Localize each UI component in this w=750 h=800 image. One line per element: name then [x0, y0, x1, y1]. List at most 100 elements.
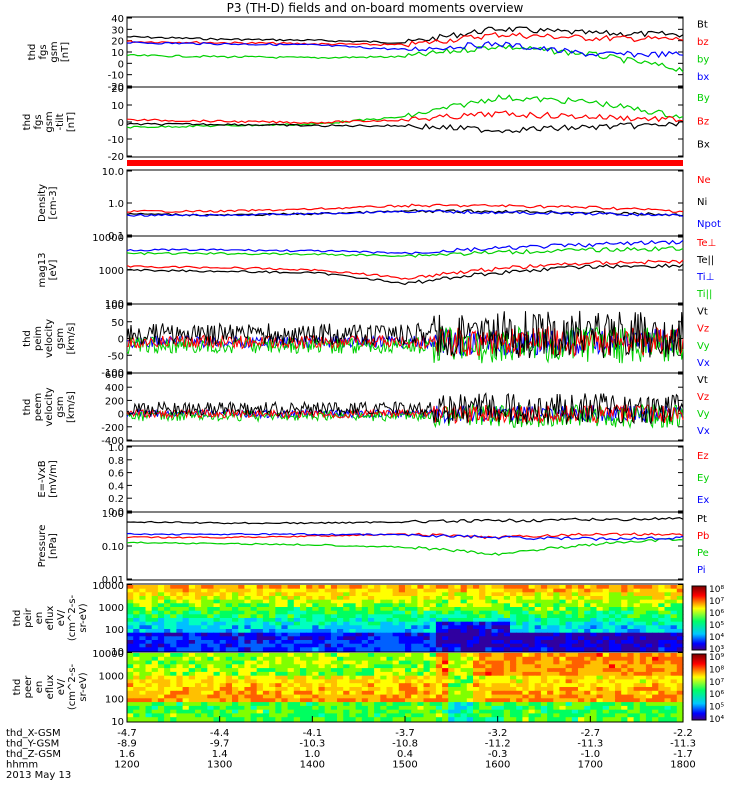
footer-value: 1300	[207, 760, 232, 771]
spectrogram-cell	[195, 683, 202, 688]
spectrogram-cell	[219, 592, 227, 597]
spectrogram-cell	[664, 709, 672, 715]
spectrogram-cell	[188, 664, 196, 669]
spectrogram-cell	[238, 599, 245, 604]
spectrogram-cell	[645, 618, 653, 623]
spectrogram-cell	[460, 679, 468, 684]
spectrogram-cell	[392, 614, 400, 619]
spectrogram-cell	[553, 603, 561, 608]
spectrogram-cell	[145, 717, 153, 722]
spectrogram-cell	[262, 694, 270, 699]
spectrogram-cell	[398, 592, 406, 597]
spectrogram-cell	[318, 705, 326, 711]
spectrogram-cell	[287, 660, 295, 665]
spectrogram-cell	[417, 647, 425, 652]
spectrogram-cell	[460, 702, 468, 707]
y-tick-label: 0.0	[108, 507, 124, 518]
y-tick-label: 100	[105, 625, 124, 636]
spectrogram-cell	[429, 629, 437, 634]
spectrogram-cell	[324, 614, 332, 619]
spectrogram-cell	[343, 603, 350, 608]
spectrogram-cell	[516, 603, 523, 608]
spectrogram-cell	[547, 614, 554, 619]
spectrogram-cell	[343, 679, 350, 684]
spectrogram-cell	[473, 643, 480, 648]
spectrogram-cell	[584, 709, 591, 715]
spectrogram-cell	[244, 687, 252, 692]
spectrogram-cell	[547, 668, 554, 673]
spectrogram-cell	[491, 709, 499, 715]
spectrogram-cell	[652, 653, 659, 658]
spectrogram-cell	[491, 621, 499, 626]
spectrogram-cell	[534, 585, 542, 590]
spectrogram-cell	[658, 610, 666, 615]
spectrogram-cell	[355, 668, 363, 673]
spectrogram-cell	[361, 603, 369, 608]
spectrogram-cell	[238, 683, 245, 688]
spectrogram-cell	[250, 656, 258, 662]
spectrogram-cell	[145, 690, 153, 696]
spectrogram-cell	[676, 596, 684, 601]
spectrogram-cell	[256, 636, 264, 641]
legend-entry: Vy	[697, 341, 710, 352]
spectrogram-cell	[133, 629, 140, 634]
spectrogram-cell	[170, 603, 177, 608]
spectrogram-cell	[256, 679, 264, 684]
spectrogram-cell	[584, 713, 591, 718]
spectrogram-cell	[633, 614, 641, 619]
spectrogram-cell	[176, 585, 184, 590]
spectrogram-cell	[423, 675, 431, 681]
spectrogram-cell	[256, 713, 264, 718]
spectrogram-cell	[423, 643, 431, 648]
spectrogram-cell	[615, 640, 622, 645]
spectrogram-cell	[405, 618, 412, 623]
spectrogram-cell	[479, 640, 486, 645]
spectrogram-cell	[664, 702, 672, 707]
spectrogram-cell	[374, 629, 381, 634]
spectrogram-cell	[262, 656, 270, 662]
spectrogram-cell	[312, 603, 320, 608]
spectrogram-cell	[652, 599, 659, 604]
spectrogram-cell	[578, 636, 585, 641]
spectrogram-cell	[454, 632, 462, 637]
spectrogram-cell	[139, 636, 147, 641]
spectrogram-cell	[300, 614, 307, 619]
spectrogram-cell	[448, 705, 455, 711]
spectrogram-cell	[219, 585, 227, 590]
spectrogram-cell	[559, 632, 567, 637]
spectrogram-cell	[497, 656, 505, 662]
spectrogram-cell	[275, 668, 283, 673]
spectrogram-cell	[232, 603, 239, 608]
spectrogram-cell	[559, 679, 567, 684]
spectrogram-cell	[256, 687, 264, 692]
spectrogram-cell	[571, 625, 579, 630]
spectrogram-cell	[145, 614, 153, 619]
spectrogram-cell	[473, 679, 480, 684]
spectrogram-cell	[349, 679, 357, 684]
spectrogram-cell	[553, 671, 561, 677]
spectrogram-cell	[590, 709, 598, 715]
spectrogram-cell	[275, 687, 283, 692]
spectrogram-cell	[571, 592, 579, 597]
spectrogram-cell	[213, 625, 221, 630]
spectrogram-cell	[652, 629, 659, 634]
spectrogram-cell	[417, 653, 425, 658]
spectrogram-cell	[423, 717, 431, 722]
spectrogram-cell	[664, 647, 672, 652]
spectrogram-cell	[275, 614, 283, 619]
spectrogram-cell	[442, 687, 449, 692]
spectrogram-cell	[417, 614, 425, 619]
spectrogram-cell	[250, 610, 258, 615]
spectrogram-cell	[281, 660, 289, 665]
spectrogram-cell	[312, 636, 320, 641]
spectrogram-cell	[491, 618, 499, 623]
spectrogram-cell	[435, 614, 443, 619]
spectrogram-cell	[269, 709, 276, 715]
spectrogram-cell	[652, 671, 659, 677]
footer-value: -1.0	[581, 749, 601, 760]
spectrogram-cell	[547, 599, 554, 604]
spectrogram-cell	[522, 588, 530, 593]
spectrogram-cell	[615, 603, 622, 608]
y-axis-label: en	[34, 612, 45, 625]
y-tick-label: 1000	[99, 603, 124, 614]
